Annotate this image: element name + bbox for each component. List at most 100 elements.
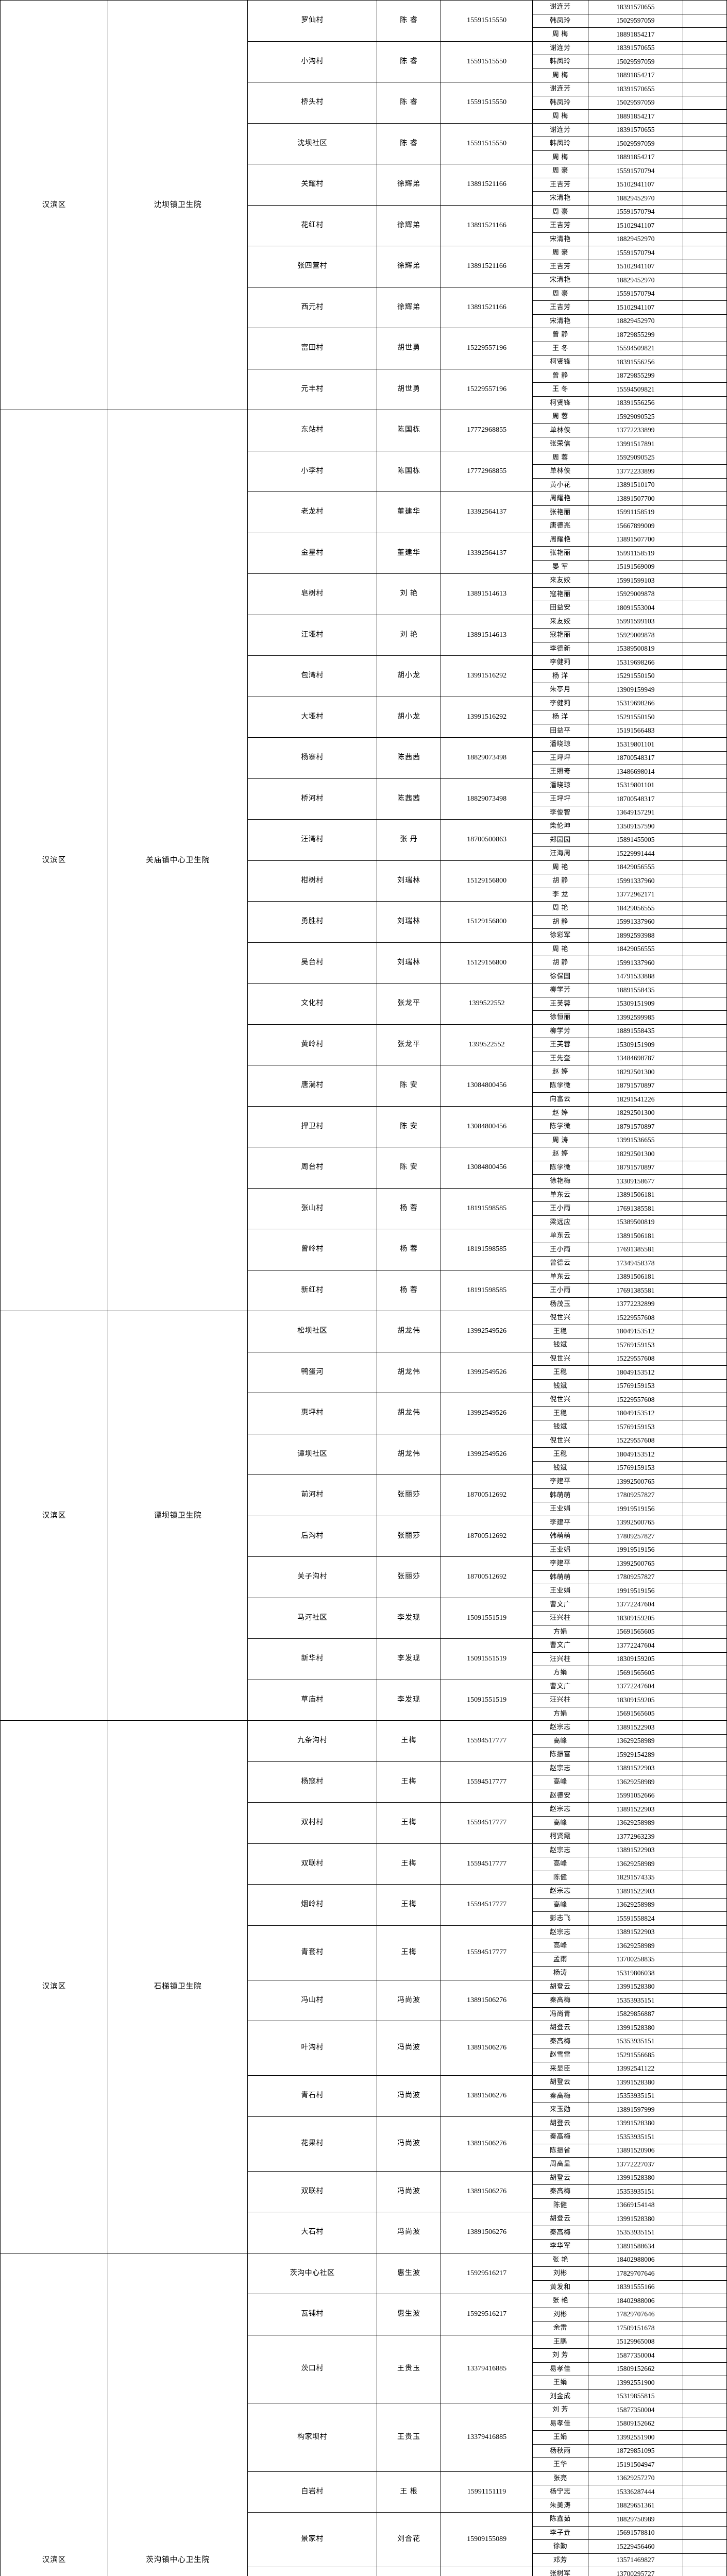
remark-cell xyxy=(683,614,727,629)
team-leader-phone-cell: 13992549526 xyxy=(441,1393,533,1434)
remark-cell xyxy=(683,368,727,383)
member-name-cell: 柯贤霞 xyxy=(532,1829,588,1844)
team-leader-cell: 杨 蓉 xyxy=(376,1229,442,1270)
member-phone-cell: 15691578810 xyxy=(587,2526,684,2540)
member-phone-cell: 15029597059 xyxy=(587,137,684,151)
table-row: 陈学微 18791570897 xyxy=(1,1120,727,1134)
member-phone-cell: 15291550150 xyxy=(587,669,684,683)
member-phone-cell: 13891522903 xyxy=(587,1884,684,1899)
table-row: 张荣信 13991517891 xyxy=(1,437,727,451)
team-leader-phone-cell: 13084800456 xyxy=(441,1147,533,1189)
member-name-cell: 秦高梅 xyxy=(532,2184,588,2199)
member-name-cell: 汪海周 xyxy=(532,846,588,861)
remark-cell xyxy=(683,601,727,615)
table-row: 李俊智 13649157291 xyxy=(1,805,727,820)
member-phone-cell: 13700258835 xyxy=(587,1952,684,1967)
table-row: 高峰 13629258989 xyxy=(1,1775,727,1789)
remark-cell xyxy=(683,996,727,1011)
remark-cell xyxy=(683,628,727,642)
remark-cell xyxy=(683,437,727,451)
member-phone-cell: 15991052666 xyxy=(587,1788,684,1803)
remark-cell xyxy=(683,2184,727,2199)
member-name-cell: 王小雨 xyxy=(532,1242,588,1257)
member-phone-cell: 18729851095 xyxy=(587,2444,684,2458)
remark-cell xyxy=(683,573,727,588)
member-name-cell: 王娟 xyxy=(532,2430,588,2445)
remark-cell xyxy=(683,218,727,233)
team-leader-cell: 王梅 xyxy=(376,1802,442,1844)
remark-cell xyxy=(683,2048,727,2062)
team-leader-cell: 冯尚波 xyxy=(376,1979,442,2021)
remark-cell xyxy=(683,2334,727,2349)
table-row: 寇艳丽 15929009878 xyxy=(1,628,727,642)
member-phone-cell: 15229557608 xyxy=(587,1393,684,1407)
member-name-cell: 刘彬 xyxy=(532,2266,588,2281)
remark-cell xyxy=(683,1843,727,1857)
remark-cell xyxy=(683,587,727,601)
member-name-cell: 来显臣 xyxy=(532,2061,588,2076)
member-name-cell: 王稳 xyxy=(532,1447,588,1462)
member-phone-cell: 18791570897 xyxy=(587,1160,684,1175)
team-leader-phone-cell: 13392564137 xyxy=(441,492,533,533)
table-row: 汪兴柱 18309159205 xyxy=(1,1652,727,1666)
table-row: 草庙村 李发现 15091551519 曹文广 13772247604 xyxy=(1,1679,727,1721)
member-name-cell: 王稳 xyxy=(532,1365,588,1380)
member-name-cell: 赵 婷 xyxy=(532,1065,588,1079)
member-name-cell: 来友姣 xyxy=(532,614,588,629)
table-row: 西元村 徐辉弟 13891521166 周 豪 15591570794 xyxy=(1,286,727,328)
remark-cell xyxy=(683,396,727,410)
remark-cell xyxy=(683,464,727,479)
member-phone-cell: 13891510170 xyxy=(587,478,684,492)
remark-cell xyxy=(683,1966,727,1980)
member-name-cell: 胡登云 xyxy=(532,2171,588,2185)
remark-cell xyxy=(683,232,727,246)
remark-cell xyxy=(683,1775,727,1789)
team-leader-cell: 刘 艳 xyxy=(376,614,442,656)
team-leader-phone-cell: 15594517777 xyxy=(441,1843,533,1885)
team-leader-phone-cell: 13084800456 xyxy=(441,1065,533,1107)
member-phone-cell: 15591570794 xyxy=(587,286,684,301)
table-row: 杨寨村 陈茜茜 18829073498 潘晓琼 15319801101 xyxy=(1,737,727,779)
member-name-cell: 陈学微 xyxy=(532,1160,588,1175)
team-leader-phone-cell: 13891506276 xyxy=(441,2021,533,2076)
member-phone-cell: 15929154289 xyxy=(587,1748,684,1762)
team-leader-cell: 陈 安 xyxy=(376,1147,442,1189)
table-row: 徐彩军 18992593988 xyxy=(1,928,727,943)
remark-cell xyxy=(683,1829,727,1844)
table-row: 捍卫村陈 安 13084800456 赵 婷 18292501300 xyxy=(1,1106,727,1147)
member-phone-cell: 15591570794 xyxy=(587,164,684,178)
team-leader-cell: 王 根 xyxy=(376,2471,442,2513)
team-leader-cell: 胡龙伟 xyxy=(376,1433,442,1475)
team-leader-cell: 惠生波 xyxy=(376,2252,442,2294)
team-leader-phone-cell: 13891514613 xyxy=(441,573,533,615)
table-row: 王业娟 19919519156 xyxy=(1,1584,727,1598)
member-name-cell: 宋清艳 xyxy=(532,191,588,206)
remark-cell xyxy=(683,2444,727,2458)
member-phone-cell: 13669154148 xyxy=(587,2198,684,2212)
member-phone-cell: 18829750989 xyxy=(587,2512,684,2527)
remark-cell xyxy=(683,1201,727,1216)
table-row: 红岩村荆承程15929525055张树军13700295727 xyxy=(1,2567,727,2576)
village-cell: 唐淌村 xyxy=(247,1065,377,1107)
member-name-cell: 杨 洋 xyxy=(532,710,588,724)
team-leader-phone-cell: 13992549526 xyxy=(441,1311,533,1352)
member-phone-cell: 15991599103 xyxy=(587,614,684,629)
table-row: 王芙蓉 15309151909 xyxy=(1,1038,727,1052)
member-name-cell: 钱斌 xyxy=(532,1338,588,1352)
member-phone-cell: 15191504947 xyxy=(587,2458,684,2472)
village-cell: 花红村 xyxy=(247,205,377,246)
remark-cell xyxy=(683,246,727,260)
member-name-cell: 赵宗志 xyxy=(532,1720,588,1735)
table-row: 刘 芳 15877350004 xyxy=(1,2348,727,2363)
member-name-cell: 徐彩军 xyxy=(532,928,588,943)
village-cell: 关耀村 xyxy=(247,164,377,206)
remark-cell xyxy=(683,55,727,69)
member-phone-cell: 13629258989 xyxy=(587,1897,684,1912)
member-name-cell: 李健莉 xyxy=(532,655,588,670)
remark-cell xyxy=(683,109,727,124)
member-phone-cell: 13486698014 xyxy=(587,765,684,779)
member-phone-cell: 15809152662 xyxy=(587,2362,684,2376)
remark-cell xyxy=(683,2553,727,2567)
member-phone-cell: 15029597059 xyxy=(587,95,684,110)
member-phone-cell: 15591570794 xyxy=(587,205,684,219)
